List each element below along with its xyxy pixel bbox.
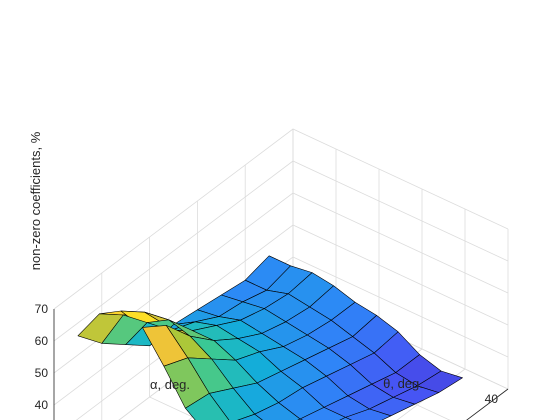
z-tick-label: 70 xyxy=(35,302,49,316)
surface-patch xyxy=(345,408,392,420)
axes-panes xyxy=(54,129,508,420)
z-tick-label: 60 xyxy=(35,334,49,348)
surface-patch xyxy=(209,387,255,420)
axis-lines xyxy=(53,309,509,420)
x-axis-label: θ, deg. xyxy=(383,376,423,391)
surface-mesh xyxy=(77,255,463,420)
y-axis-label: α, deg. xyxy=(150,377,190,392)
surface-patch xyxy=(339,417,352,420)
surface-patch xyxy=(254,402,301,420)
z-axis-label: non-zero coefficients, % xyxy=(28,131,43,270)
grid-line-alpha xyxy=(149,237,200,420)
z-tick-label: 50 xyxy=(35,366,49,380)
back-pane-alpha40 xyxy=(293,129,508,389)
alpha-tick-label: 40 xyxy=(485,392,499,406)
back-pane-theta0 xyxy=(54,129,293,420)
surface-patch xyxy=(299,407,346,420)
tick-labels: 01020304050406080100120140203040506070 xyxy=(35,302,499,412)
z-tick-label: 40 xyxy=(35,398,49,412)
surface-patch xyxy=(185,393,230,420)
